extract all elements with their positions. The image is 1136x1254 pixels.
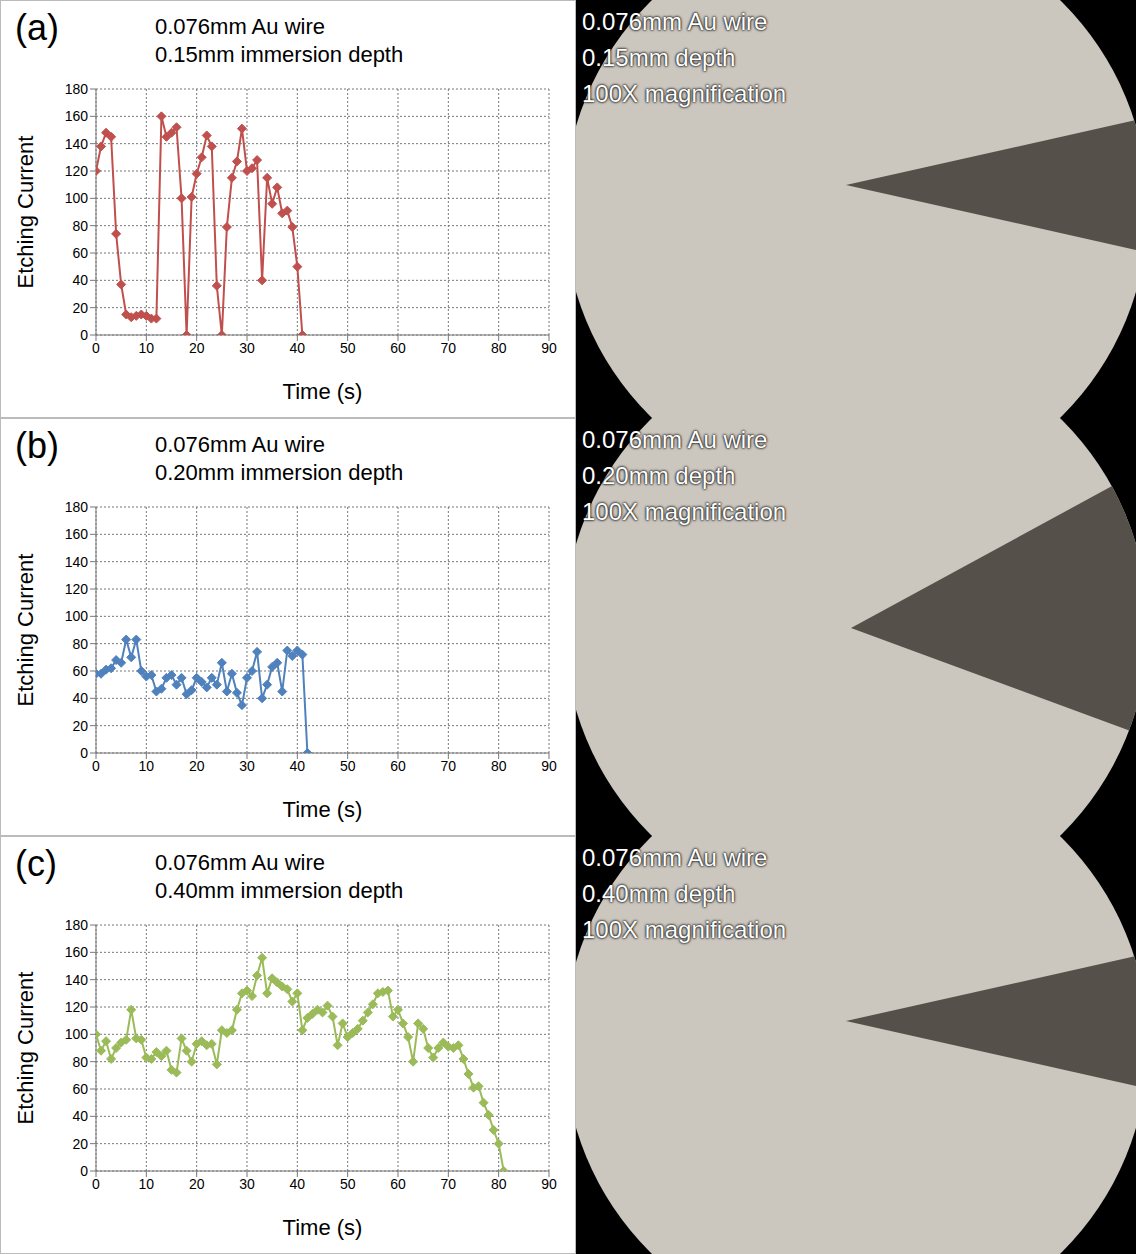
html-text:(c): (c) (15, 843, 57, 884)
svg-text:0: 0 (92, 758, 100, 774)
svg-text:70: 70 (441, 1176, 457, 1192)
svg-text:60: 60 (72, 1081, 88, 1097)
svg-text:180: 180 (65, 917, 89, 933)
html-text:0.076mm Au wire: 0.076mm Au wire (582, 426, 768, 453)
svg-text:60: 60 (72, 663, 88, 679)
svg-text:180: 180 (65, 81, 89, 97)
svg-text:120: 120 (65, 163, 89, 179)
svg-text:40: 40 (72, 1108, 88, 1124)
html-text:(b): (b) (15, 425, 59, 466)
svg-text:20: 20 (189, 758, 205, 774)
svg-text:10: 10 (139, 1176, 155, 1192)
html-text:0.40mm immersion depth: 0.40mm immersion depth (155, 878, 404, 903)
svg-text:20: 20 (72, 300, 88, 316)
svg-text:0: 0 (80, 745, 88, 761)
html-text:(a): (a) (15, 7, 59, 48)
html-text:0.40mm depth: 0.40mm depth (582, 880, 736, 907)
svg-text:80: 80 (72, 1054, 88, 1070)
svg-text:20: 20 (72, 1136, 88, 1152)
svg-text:120: 120 (65, 581, 89, 597)
svg-text:140: 140 (65, 554, 89, 570)
svg-text:180: 180 (65, 499, 89, 515)
svg-text:100: 100 (65, 1026, 89, 1042)
svg-text:100: 100 (65, 190, 89, 206)
svg-text:160: 160 (65, 944, 89, 960)
svg-text:70: 70 (441, 758, 457, 774)
svg-text:0: 0 (92, 1176, 100, 1192)
svg-text:40: 40 (290, 340, 306, 356)
svg-text:60: 60 (390, 1176, 406, 1192)
svg-text:0: 0 (80, 327, 88, 343)
svg-text:80: 80 (491, 1176, 507, 1192)
svg-text:10: 10 (139, 340, 155, 356)
svg-text:Time (s): Time (s) (283, 1215, 363, 1240)
html-text:0.076mm Au wire: 0.076mm Au wire (155, 14, 325, 39)
html-text:0.20mm immersion depth: 0.20mm immersion depth (155, 460, 404, 485)
svg-text:0: 0 (92, 340, 100, 356)
html-text:0.076mm Au wire: 0.076mm Au wire (155, 432, 325, 457)
svg-text:30: 30 (239, 1176, 255, 1192)
html-text:0.15mm depth: 0.15mm depth (582, 44, 736, 71)
svg-text:80: 80 (72, 636, 88, 652)
html-text:0.076mm Au wire: 0.076mm Au wire (582, 8, 768, 35)
svg-text:140: 140 (65, 136, 89, 152)
svg-text:160: 160 (65, 108, 89, 124)
html-text:0.076mm Au wire: 0.076mm Au wire (582, 844, 768, 871)
svg-text:90: 90 (541, 758, 557, 774)
svg-text:Etching Current: Etching Current (13, 554, 38, 707)
svg-text:60: 60 (390, 758, 406, 774)
svg-text:80: 80 (72, 218, 88, 234)
html-text:0.20mm depth: 0.20mm depth (582, 462, 736, 489)
svg-text:50: 50 (340, 758, 356, 774)
svg-text:40: 40 (290, 1176, 306, 1192)
html-text:0.15mm immersion depth: 0.15mm immersion depth (155, 42, 404, 67)
svg-text:80: 80 (491, 340, 507, 356)
svg-text:20: 20 (189, 340, 205, 356)
svg-text:10: 10 (139, 758, 155, 774)
html-text:100X magnification: 100X magnification (582, 916, 787, 943)
svg-text:Etching Current: Etching Current (13, 136, 38, 289)
svg-text:50: 50 (340, 340, 356, 356)
html-text:0.076mm Au wire: 0.076mm Au wire (155, 850, 325, 875)
svg-text:Etching Current: Etching Current (13, 972, 38, 1125)
svg-text:140: 140 (65, 972, 89, 988)
svg-text:20: 20 (72, 718, 88, 734)
svg-text:70: 70 (441, 340, 457, 356)
svg-text:30: 30 (239, 758, 255, 774)
svg-text:80: 80 (491, 758, 507, 774)
svg-text:60: 60 (390, 340, 406, 356)
html-text:100X magnification: 100X magnification (582, 80, 787, 107)
svg-text:50: 50 (340, 1176, 356, 1192)
svg-text:90: 90 (541, 1176, 557, 1192)
svg-text:20: 20 (189, 1176, 205, 1192)
svg-text:Time (s): Time (s) (283, 797, 363, 822)
svg-text:40: 40 (72, 272, 88, 288)
svg-text:120: 120 (65, 999, 89, 1015)
svg-text:40: 40 (290, 758, 306, 774)
svg-text:30: 30 (239, 340, 255, 356)
html-text:100X magnification: 100X magnification (582, 498, 787, 525)
svg-text:40: 40 (72, 690, 88, 706)
svg-text:160: 160 (65, 526, 89, 542)
svg-text:60: 60 (72, 245, 88, 261)
svg-text:0: 0 (80, 1163, 88, 1179)
svg-text:Time (s): Time (s) (283, 379, 363, 404)
svg-text:100: 100 (65, 608, 89, 624)
svg-text:90: 90 (541, 340, 557, 356)
